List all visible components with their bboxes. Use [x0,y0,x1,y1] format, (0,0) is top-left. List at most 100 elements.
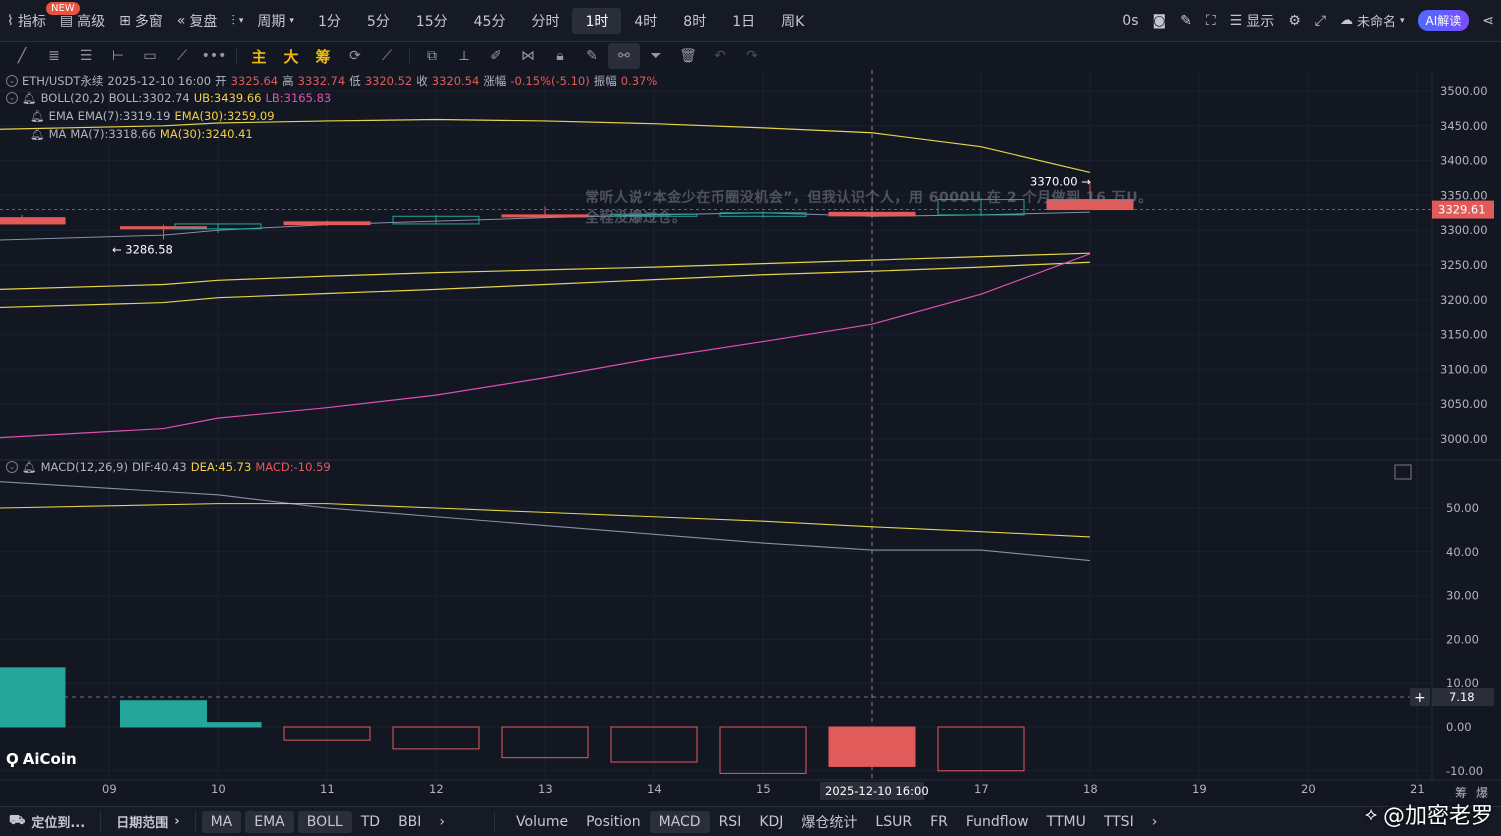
top-toolbar: ⌇ 指标 NEW ▤ 高级 ⊞ 多窗 « 复盘 ⫶ ▾ 周期 ▾ 1分 5分 15分… [0,0,1501,42]
grid-icon: ⊞ [119,12,131,29]
chevron-right-icon[interactable]: › [1151,813,1158,830]
indicator-position-button[interactable]: Position [586,813,641,830]
brush-icon[interactable]: ⟋ [177,48,187,64]
sync-icon[interactable]: ⟳ [349,48,361,64]
main-force-button[interactable]: 主 [251,47,267,66]
macd-dif-value: DIF:40.43 [131,460,187,474]
settings-gear-icon[interactable]: ⚙ [1288,12,1301,29]
ai-interpret-button[interactable]: AI解读 [1417,10,1470,31]
timeframe-tab-8[interactable]: 1日 [732,13,756,30]
timeframe-tab-1[interactable]: 5分 [366,13,390,30]
collapse-icon[interactable]: ⌄ [6,75,18,87]
indicator-macd-button[interactable]: MACD [649,810,710,833]
trash-icon[interactable]: 🗑︎ [679,48,697,64]
fullscreen-icon[interactable]: ⤢ [1314,12,1326,29]
expand-icon[interactable]: ⛶ [1205,12,1216,29]
timeframe-tab-2[interactable]: 15分 [415,13,448,30]
timeframe-tab-3[interactable]: 45分 [473,13,506,30]
cloud-icon: ☁ [1339,13,1353,28]
big-order-button[interactable]: 大 [283,47,299,66]
copy-icon[interactable]: ⧉ [427,48,437,64]
lock-icon[interactable]: 🔒︎ [556,48,564,64]
parallel-lines-icon[interactable]: ≣ [48,48,60,64]
indicator-volume-button[interactable]: Volume [516,813,569,830]
macd-tick-label: 40.00 [1446,545,1479,559]
indicator-liquidation-button[interactable]: 爆仓统计 [801,814,858,831]
more-dots-icon[interactable]: ••• [201,48,227,64]
indicators-button[interactable]: ⌇ 指标 NEW [0,0,80,42]
indicator-ema-button[interactable]: EMA [245,810,294,833]
indicator-lsur-button[interactable]: LSUR [875,813,913,830]
timeframe-tab-7[interactable]: 8时 [683,13,707,30]
share-icon[interactable]: ⋖ [1482,12,1494,29]
price-tick-label: 3150.00 [1440,328,1488,342]
chips-button[interactable]: 筹 [315,47,331,66]
edit-icon[interactable]: ✎ [586,48,598,64]
horizontal-ray-icon[interactable]: ⊢ [111,48,125,64]
pencil-icon[interactable]: ✎ [1180,12,1192,29]
macd-dea-value: DEA:45.73 [190,460,252,474]
timeframe-tab-6[interactable]: 4时 [634,13,658,30]
bell-icon[interactable]: 🔔︎ [22,460,37,474]
period-dropdown[interactable]: 周期 ▾ [257,13,294,30]
indicator-ttsi-button[interactable]: TTSI [1103,813,1134,830]
undo-icon[interactable]: ↶ [714,48,726,64]
datetime-label: 2025-12-10 16:00 [107,74,212,88]
link-icon[interactable]: ⚯ [608,43,640,69]
indicator-ttmu-button[interactable]: TTMU [1046,813,1086,830]
price-tick-label: 3100.00 [1440,362,1488,376]
indicator-bbi-button[interactable]: BBI [398,813,422,830]
date-range-dropdown[interactable]: 日期范围 › [116,814,180,831]
advanced-button[interactable]: ▤ 高级 [59,12,106,30]
magnet-icon[interactable]: ⋈ [521,48,535,64]
camera-icon[interactable]: ◙ [1152,12,1167,29]
timeframe-tab-5[interactable]: 1时 [572,7,622,34]
drawing-toolbar: ╱ ≣ ☰ ⊢ ▭ ⟋ ••• 主 大 筹 ⟳ ⟋ ⧉ ⟂ ✐ ⋈ 🔒︎ ✎ ⚯… [0,42,1501,70]
rectangle-icon[interactable]: ▭ [143,48,157,64]
divider [100,810,102,833]
indicator-kdj-button[interactable]: KDJ [759,813,784,830]
price-chart[interactable]: 3500.00 3450.00 3400.00 3350.00 3300.00 3250.… [0,70,1501,806]
amp-label: 振幅 [593,74,617,88]
trendline-icon[interactable]: ╱ [17,48,27,64]
boll-lower-line [0,253,1091,439]
aicoin-logo-icon: Ϙ [6,750,19,768]
indicator-rsi-button[interactable]: RSI [718,813,742,830]
plus-icon: + [1414,690,1426,706]
filter-icon[interactable]: ⏷ [650,48,662,64]
ruler-icon[interactable]: ⟂ [459,48,469,64]
multi-window-button[interactable]: ⊞ 多窗 [119,12,163,30]
horizontal-lines-icon[interactable]: ☰ [79,48,93,64]
replay-button[interactable]: « 复盘 [176,12,218,30]
cloud-layout-dropdown[interactable]: ☁ 未命名 ▾ [1339,13,1405,30]
bell-icon[interactable]: 🔔︎ [30,127,45,141]
indicator-ma-button[interactable]: MA [201,810,242,833]
timeframe-tab-0[interactable]: 1分 [317,13,341,30]
indicator-boll-button[interactable]: BOLL [297,810,352,833]
low-value: 3320.52 [364,74,413,88]
locate-button[interactable]: ⛟ 定位到... [9,813,86,831]
indicator-fundflow-button[interactable]: Fundflow [965,813,1029,830]
boll-lb-value: LB:3165.83 [265,91,332,105]
timeframe-tab-4[interactable]: 分时 [531,13,560,30]
overlay-line-1: 常听人说“本金少在币圈没机会”，但我认识个人，用 6000U 在 2 个月做到 … [585,190,1153,206]
highlighter-icon[interactable]: ✐ [490,48,502,64]
collapse-icon[interactable]: ⌄ [6,461,18,473]
timeframe-tab-9[interactable]: 周K [781,13,805,30]
measure-icon[interactable]: ⟋ [382,48,392,64]
collapse-icon[interactable]: ⌄ [6,92,18,104]
redo-icon[interactable]: ↷ [746,48,758,64]
candle-body [120,226,207,230]
chart-type-dropdown[interactable]: ⫶ ▾ [224,0,250,42]
chevron-down-icon: ▾ [289,15,294,26]
indicator-td-button[interactable]: TD [360,813,381,830]
display-button[interactable]: ☰ 显示 [1229,12,1275,30]
bell-icon[interactable]: 🔔︎ [30,109,45,123]
indicator-fr-button[interactable]: FR [930,813,948,830]
amp-value: 0.37% [620,74,658,88]
chevron-right-icon[interactable]: › [439,813,446,830]
candle-body [0,217,66,225]
bell-icon[interactable]: 🔔︎ [22,91,37,105]
candle-body [174,223,262,230]
time-tick-label: 09 [102,782,117,796]
